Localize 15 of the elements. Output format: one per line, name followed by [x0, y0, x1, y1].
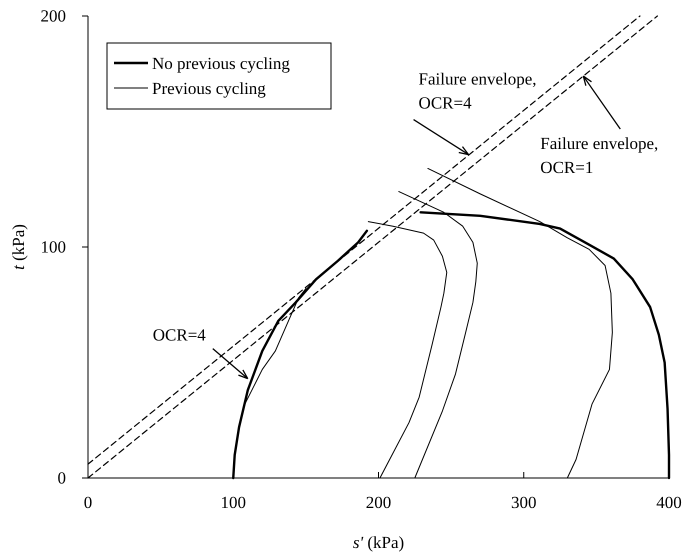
y-tick-label: 200 — [40, 6, 66, 26]
x-tick-label: 300 — [511, 493, 536, 512]
y-tick-label: 100 — [40, 237, 66, 256]
x-axis-title: s' (kPa) — [352, 533, 404, 552]
annotation: Failure envelope, OCR=1 — [540, 134, 658, 178]
legend-label: Previous cycling — [152, 79, 266, 98]
x-tick-label: 0 — [84, 493, 92, 512]
legend-label: No previous cycling — [152, 54, 290, 73]
y-axis-title: t (kPa) — [9, 224, 28, 270]
y-tick-label: 0 — [58, 468, 66, 488]
annotation: Failure envelope, OCR=4 — [418, 70, 537, 113]
x-tick-label: 100 — [220, 493, 246, 512]
x-tick-label: 400 — [656, 493, 682, 512]
x-tick-label: 200 — [366, 493, 392, 512]
annotation: OCR=4 — [152, 326, 206, 345]
